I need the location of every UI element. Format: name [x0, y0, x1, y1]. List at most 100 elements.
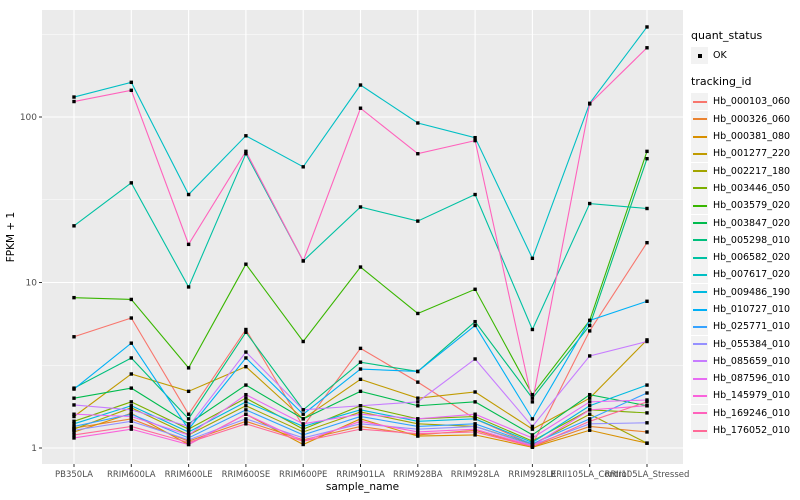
data-point: [473, 400, 477, 404]
legend-key-swatch: [691, 318, 708, 336]
legend-key-swatch: [691, 301, 708, 318]
data-point: [129, 80, 133, 85]
data-point: [301, 259, 305, 263]
data-point: [530, 392, 535, 397]
line-swatch-icon: [692, 308, 707, 311]
data-point: [244, 408, 248, 412]
data-point: [358, 408, 363, 412]
data-point: [473, 390, 477, 394]
line-swatch-icon: [692, 187, 707, 190]
data-point: [129, 356, 133, 360]
data-point: [72, 424, 76, 429]
data-point: [186, 427, 191, 431]
data-point: [530, 417, 535, 421]
x-tick-label: RRIM928BA: [393, 470, 443, 480]
legend-item-Hb_007617_020: Hb_007617_020: [691, 266, 799, 284]
data-point: [301, 165, 305, 169]
data-point: [645, 421, 649, 425]
legend-key-swatch: [691, 335, 708, 353]
legend-key-swatch: [691, 214, 708, 232]
data-point: [645, 441, 649, 445]
y-tick-label: 10: [26, 279, 38, 289]
data-point: [244, 422, 248, 426]
legend-item-Hb_002217_180: Hb_002217_180: [691, 162, 799, 180]
data-point: [358, 205, 363, 209]
point-glyph-icon: [697, 53, 702, 58]
legend-key-swatch: [691, 422, 708, 440]
legend-item-ok: OK: [691, 47, 799, 65]
legend-key-swatch: [691, 352, 708, 370]
legend-item-label: Hb_006582_020: [713, 252, 791, 264]
data-point: [244, 417, 248, 421]
data-point: [129, 386, 133, 390]
data-point: [530, 424, 535, 429]
data-point: [358, 424, 363, 429]
data-point: [473, 417, 477, 421]
data-point: [530, 400, 535, 404]
legend-item-Hb_087596_010: Hb_087596_010: [691, 370, 799, 388]
data-point: [72, 95, 76, 99]
line-swatch-icon: [692, 325, 707, 328]
data-point: [530, 427, 535, 431]
data-point: [186, 424, 191, 429]
data-point: [72, 428, 76, 432]
data-point: [129, 341, 133, 345]
data-point: [416, 419, 420, 423]
line-swatch-icon: [692, 204, 707, 207]
line-swatch-icon: [692, 394, 707, 397]
legend-key-swatch: [691, 404, 708, 422]
data-point: [530, 396, 535, 400]
data-point: [244, 419, 248, 423]
data-point: [301, 339, 305, 344]
data-point: [358, 377, 363, 382]
data-point: [358, 410, 363, 414]
data-point: [588, 201, 592, 206]
legend-item-label: Hb_007617_020: [713, 269, 791, 281]
data-point: [645, 400, 649, 404]
legend-item-Hb_003847_020: Hb_003847_020: [691, 214, 799, 232]
legend-key-swatch: [691, 283, 708, 301]
y-tick-label: 1: [31, 444, 37, 454]
legend-item-label: Hb_010727_010: [713, 304, 791, 315]
data-point: [416, 380, 420, 384]
data-point: [129, 400, 133, 404]
data-point: [72, 387, 76, 391]
data-point: [186, 422, 191, 426]
data-point: [72, 419, 76, 423]
data-point: [244, 350, 248, 354]
x-tick-label: RRIM928LE: [508, 470, 556, 480]
data-point: [473, 414, 477, 419]
legend-item-Hb_025771_010: Hb_025771_010: [691, 318, 799, 336]
data-point: [129, 417, 133, 421]
data-point: [416, 400, 420, 404]
legend-item-label: Hb_025771_010: [713, 321, 791, 333]
data-point: [186, 366, 191, 370]
x-tick-label: RRII105LA_Control: [550, 470, 629, 480]
data-point: [301, 433, 305, 437]
data-point: [416, 424, 420, 429]
data-point: [186, 433, 191, 437]
data-point: [530, 444, 535, 449]
data-point: [358, 83, 363, 87]
legend-item-Hb_010727_010: Hb_010727_010: [691, 301, 799, 318]
data-point: [358, 360, 363, 364]
legend-item-label: Hb_009486_190: [713, 286, 791, 298]
data-point: [301, 427, 305, 431]
x-tick-label: RRIM928LA: [451, 470, 500, 480]
data-point: [588, 404, 592, 408]
legend-item-label: Hb_000381_080: [713, 131, 791, 143]
legend-item-Hb_006582_020: Hb_006582_020: [691, 249, 799, 267]
legend-item-Hb_001277_220: Hb_001277_220: [691, 145, 799, 163]
data-point: [129, 88, 133, 92]
data-point: [186, 417, 191, 421]
legend-item-label: Hb_085659_010: [713, 355, 791, 367]
data-point: [186, 430, 191, 434]
line-swatch-icon: [692, 343, 707, 346]
line-swatch-icon: [692, 118, 707, 121]
data-point: [416, 422, 420, 426]
legend-key-swatch: [691, 197, 708, 215]
data-point: [129, 424, 133, 429]
data-point: [416, 369, 420, 374]
data-point: [645, 149, 649, 154]
data-point: [473, 323, 477, 328]
